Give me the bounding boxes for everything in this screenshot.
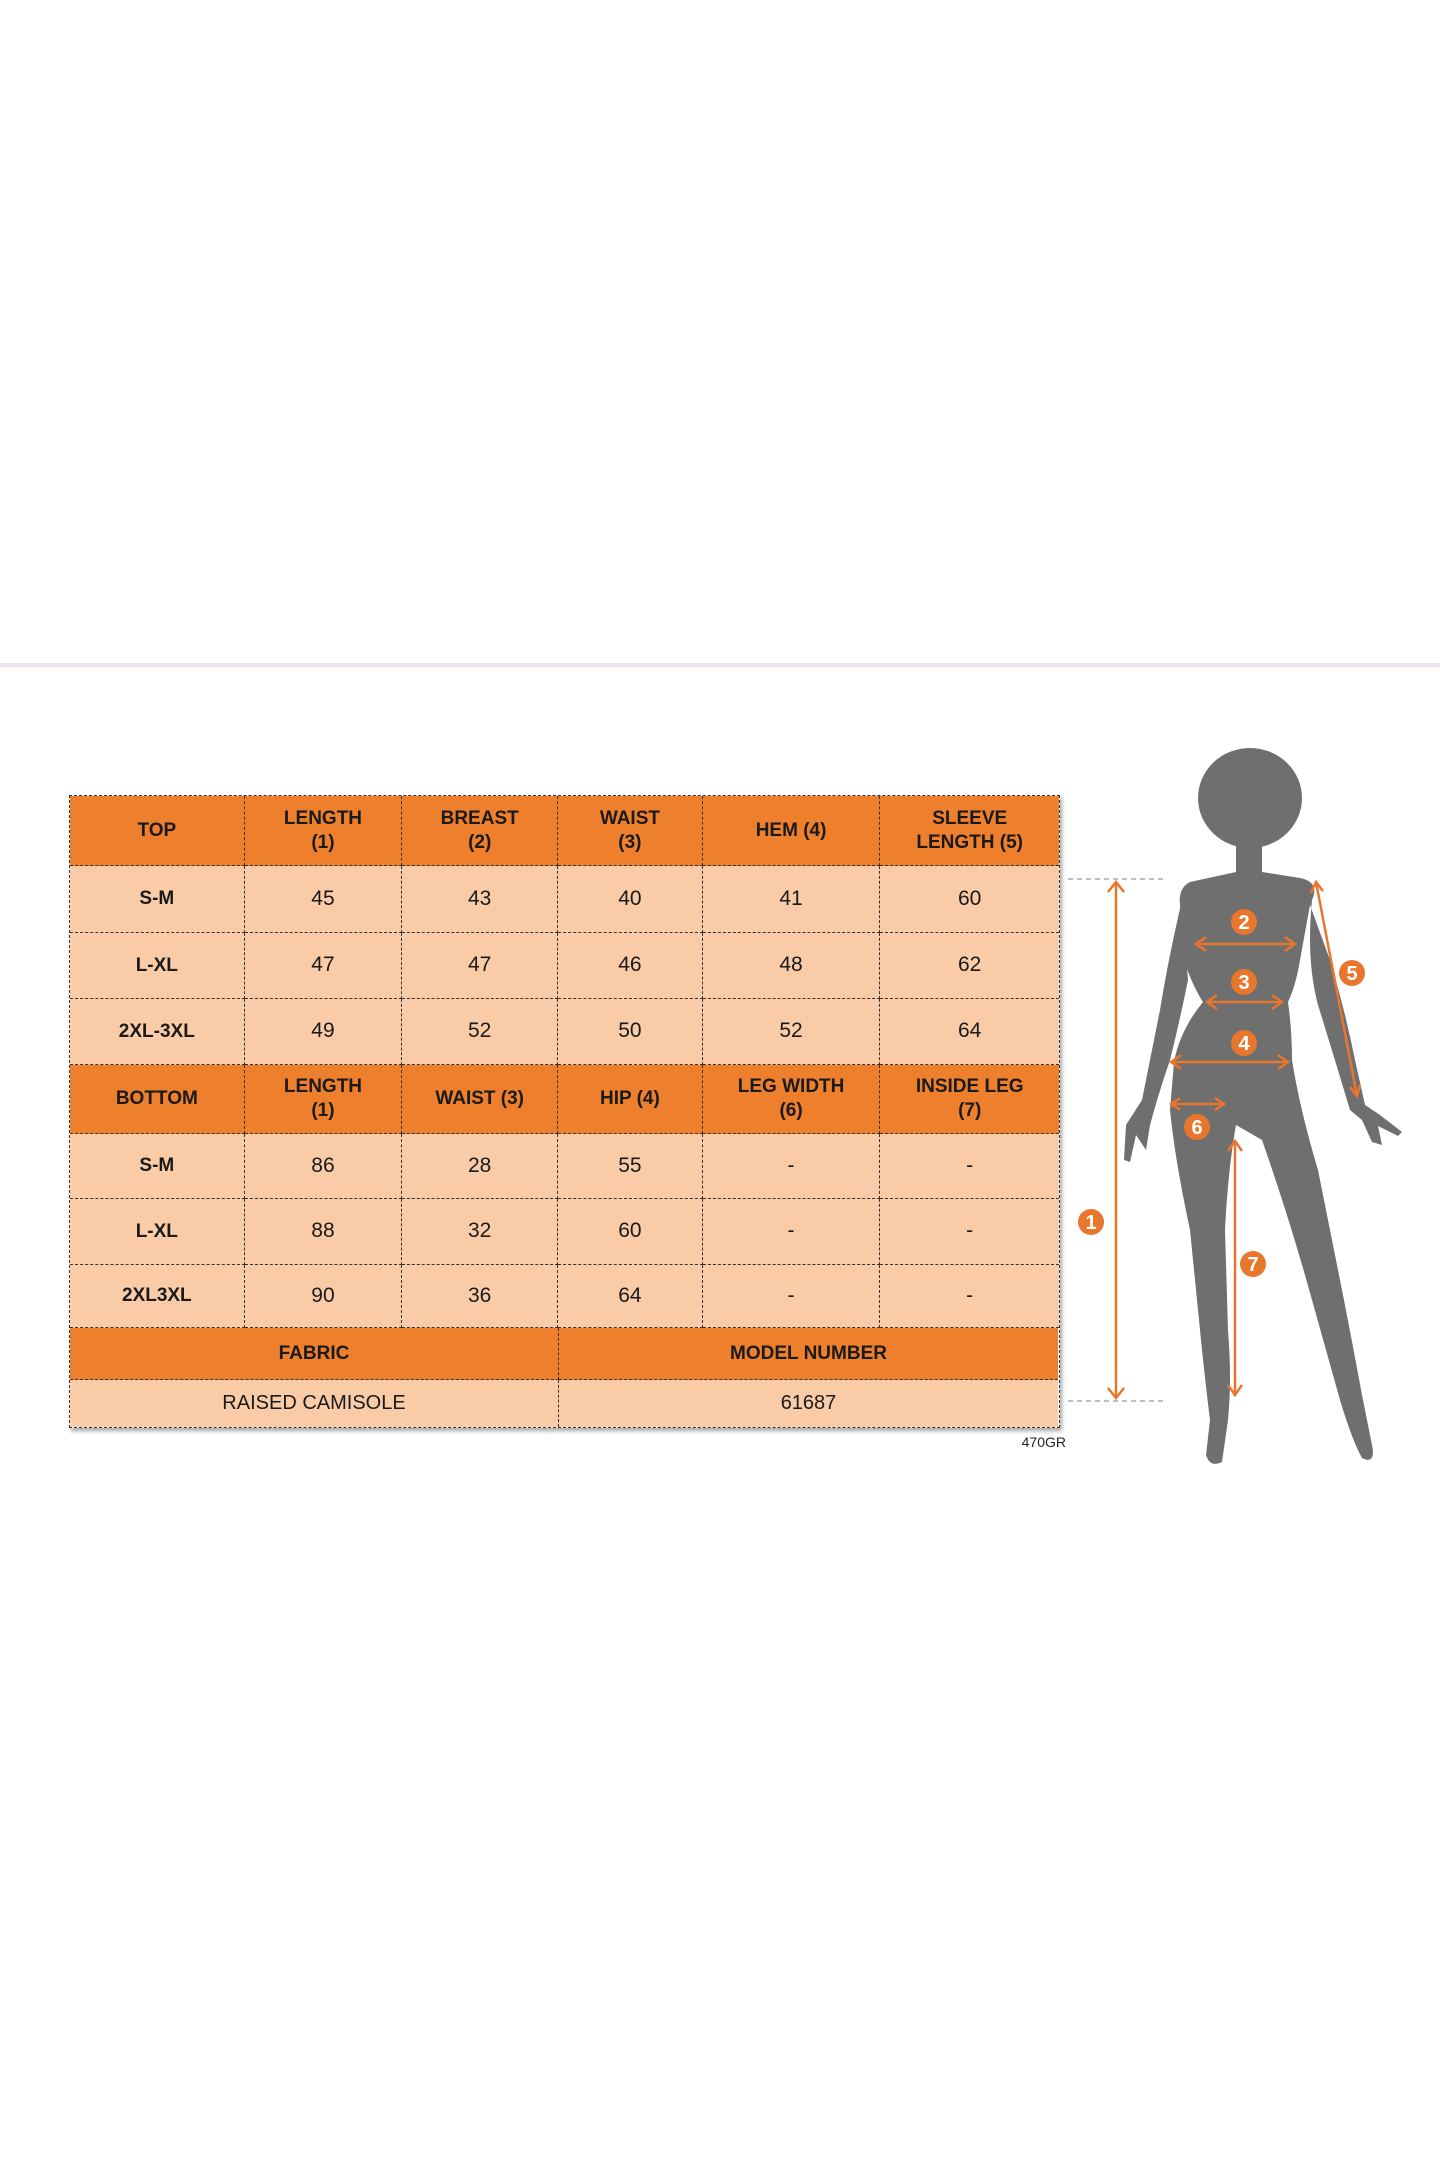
table-cell: 90 xyxy=(244,1265,403,1328)
top-size-row: L-XL 47 47 46 48 62 xyxy=(70,933,1059,999)
header-cell: BOTTOM xyxy=(70,1065,245,1134)
marker-circle xyxy=(1184,1114,1210,1140)
marker-circle xyxy=(1231,909,1257,935)
header-cell: WAIST (3) xyxy=(558,796,703,866)
table-cell: 49 xyxy=(244,999,403,1065)
bottom-header-row: BOTTOM LENGTH (1) WAIST (3) HIP (4) LEG WIDT… xyxy=(70,1065,1060,1134)
marker-circle xyxy=(1231,969,1257,995)
table-cell: 60 xyxy=(558,1199,703,1265)
info-header-row: FABRIC MODEL NUMBER xyxy=(70,1328,1059,1380)
table-cell: 43 xyxy=(402,866,559,933)
table-cell: 88 xyxy=(244,1199,403,1265)
table-cell: - xyxy=(702,1265,881,1328)
table-cell: 64 xyxy=(558,1265,703,1328)
bottom-size-row: S-M 86 28 55- - xyxy=(70,1134,1059,1199)
header-cell: LENGTH (1) xyxy=(244,796,403,866)
table-cell: 46 xyxy=(558,933,703,999)
table-cell: 64 xyxy=(880,999,1059,1065)
marker-label: 6 xyxy=(1191,1117,1202,1139)
header-cell: SLEEVE LENGTH (5) xyxy=(880,796,1060,866)
info-value-row: RAISED CAMISOLE 61687 xyxy=(70,1380,1059,1427)
size-chart-table: TOP LENGTH (1) BREAST (2) WAIST (3) HEM (4) S… xyxy=(69,795,1060,1428)
bottom-size-row: 2XL3XL 90 36 64- - xyxy=(70,1265,1059,1328)
table-cell: - xyxy=(880,1265,1059,1328)
table-cell: RAISED CAMISOLE xyxy=(70,1380,559,1427)
table-cell: 52 xyxy=(402,999,559,1065)
measurement-markers: 1 2 3 4 5 6 7 xyxy=(1078,909,1365,1277)
top-size-row: S-M 45 43 40 41 60 xyxy=(70,866,1059,933)
header-cell: HIP (4) xyxy=(558,1065,703,1134)
divider xyxy=(0,663,1440,667)
table-cell: - xyxy=(880,1199,1059,1265)
header-cell: LEG WIDTH (6) xyxy=(702,1065,881,1134)
silhouette xyxy=(1124,748,1402,1464)
header-cell: FABRIC xyxy=(70,1328,559,1380)
table-cell: 32 xyxy=(402,1199,559,1265)
table-cell: 41 xyxy=(702,866,881,933)
table-cell: 36 xyxy=(402,1265,559,1328)
product-code: 470GR xyxy=(1021,1434,1066,1450)
bottom-size-row: L-XL 88 32 60- - xyxy=(70,1199,1059,1265)
table-cell: 86 xyxy=(244,1134,403,1199)
table-cell: - xyxy=(702,1134,881,1199)
marker-label: 7 xyxy=(1247,1254,1258,1276)
table-cell: 40 xyxy=(558,866,703,933)
table-cell: 28 xyxy=(402,1134,559,1199)
table-cell: - xyxy=(880,1134,1059,1199)
table-cell: 55 xyxy=(558,1134,703,1199)
marker-label: 1 xyxy=(1085,1212,1096,1234)
table-cell: S-M xyxy=(70,866,245,933)
table-cell: S-M xyxy=(70,1134,245,1199)
header-cell: BREAST (2) xyxy=(402,796,559,866)
table-cell: 50 xyxy=(558,999,703,1065)
marker-circle xyxy=(1231,1030,1257,1056)
marker-circle xyxy=(1078,1209,1104,1235)
header-cell: HEM (4) xyxy=(702,796,881,866)
marker-label: 2 xyxy=(1238,912,1249,934)
header-cell: WAIST (3) xyxy=(402,1065,559,1134)
marker-circle xyxy=(1339,960,1365,986)
header-cell: LENGTH (1) xyxy=(244,1065,403,1134)
table-cell: 48 xyxy=(702,933,881,999)
table-cell: 2XL3XL xyxy=(70,1265,245,1328)
table-cell: 60 xyxy=(880,866,1059,933)
table-cell: 52 xyxy=(702,999,881,1065)
marker-circle xyxy=(1240,1251,1266,1277)
header-cell: INSIDE LEG (7) xyxy=(880,1065,1060,1134)
measurement-arrows xyxy=(1068,878,1362,1402)
table-cell: L-XL xyxy=(70,1199,245,1265)
table-cell: 61687 xyxy=(559,1380,1058,1427)
top-size-row: 2XL-3XL 49 52 50 52 64 xyxy=(70,999,1059,1065)
table-cell: 62 xyxy=(880,933,1059,999)
table-cell: 47 xyxy=(402,933,559,999)
table-cell: 2XL-3XL xyxy=(70,999,245,1065)
top-header-row: TOP LENGTH (1) BREAST (2) WAIST (3) HEM (4) S… xyxy=(70,796,1060,866)
table-cell: L-XL xyxy=(70,933,245,999)
marker-label: 3 xyxy=(1238,972,1249,994)
table-cell: - xyxy=(702,1199,881,1265)
header-cell: MODEL NUMBER xyxy=(559,1328,1058,1380)
marker-label: 5 xyxy=(1346,963,1357,985)
marker-label: 4 xyxy=(1238,1033,1250,1055)
table-cell: 47 xyxy=(244,933,403,999)
header-cell: TOP xyxy=(70,796,245,866)
table-cell: 45 xyxy=(244,866,403,933)
